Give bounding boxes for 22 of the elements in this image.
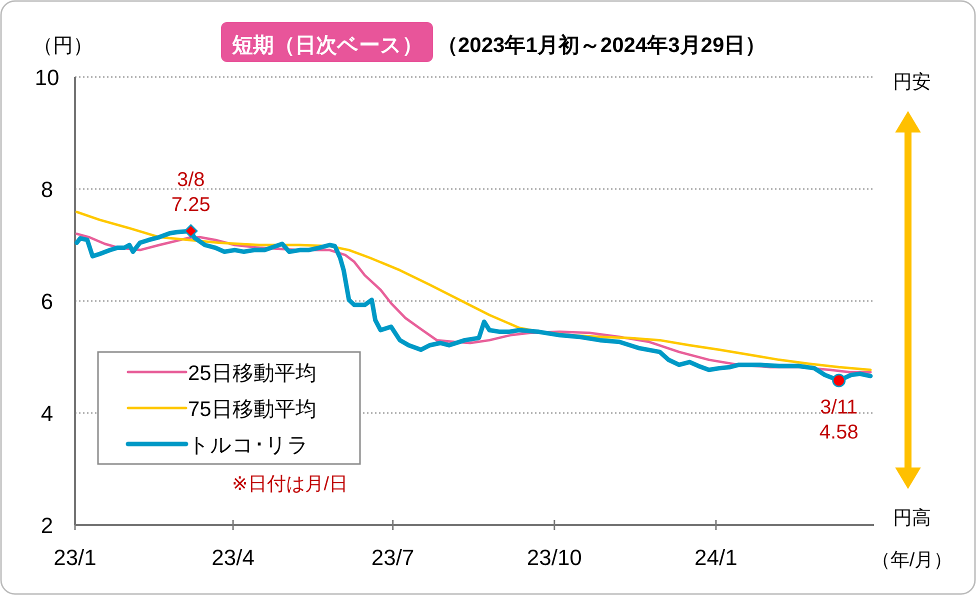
y-axis-title: （円）	[33, 35, 93, 57]
annotation: ※日付は月/日	[232, 474, 348, 495]
chart-subtitle: （2023年1月初～2024年3月29日）	[437, 33, 766, 57]
x-tick-label: 23/10	[526, 545, 582, 570]
y-tick-label: 4	[40, 401, 54, 426]
legend-label: トルコ･リラ	[188, 434, 309, 457]
x-tick-label: 23/4	[212, 545, 254, 570]
legend-label: 25日移動平均	[188, 362, 316, 385]
text: 円安	[893, 71, 931, 93]
x-tick-label: 24/1	[694, 545, 738, 570]
y-tick-label: 6	[40, 289, 54, 314]
legend-label: 75日移動平均	[188, 398, 316, 421]
y-tick-label: 8	[40, 177, 54, 202]
annotation: 3/11 4.58	[819, 396, 858, 444]
text: 円高	[893, 507, 931, 529]
y-tick-label: 2	[40, 513, 54, 538]
x-tick-label: 23/1	[54, 545, 96, 570]
y-tick-label: 10	[34, 65, 60, 90]
annotation: 3/8 7.25	[171, 169, 210, 216]
chart-title: 短期（日次ベース）	[231, 34, 423, 57]
x-axis-title: （年/月）	[871, 550, 953, 571]
x-tick-label: 23/7	[371, 545, 414, 570]
